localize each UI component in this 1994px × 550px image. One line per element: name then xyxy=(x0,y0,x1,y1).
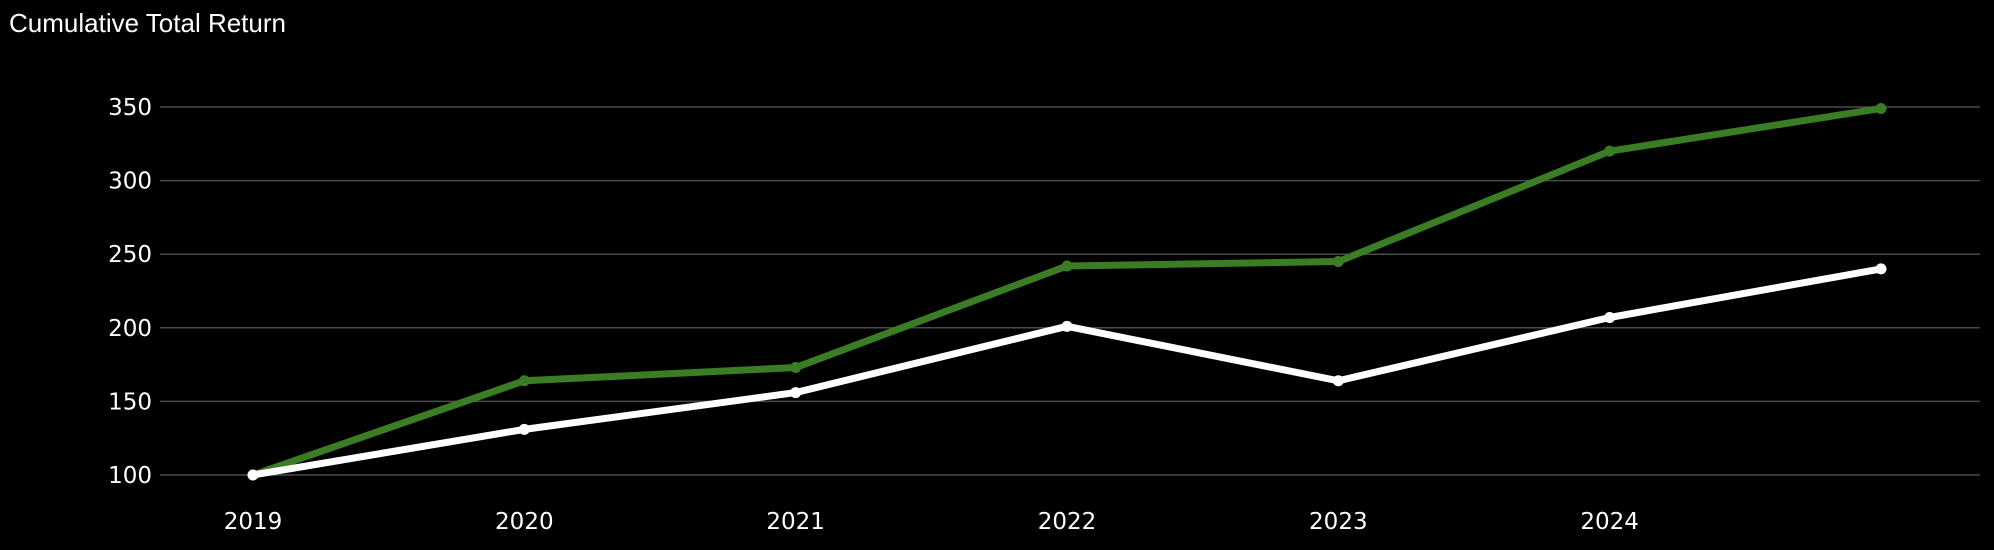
data-point xyxy=(1875,102,1887,114)
series-layer xyxy=(247,102,1887,481)
data-point xyxy=(1604,311,1616,323)
grid-layer xyxy=(160,106,1980,476)
data-point xyxy=(1332,375,1344,387)
data-point xyxy=(518,375,530,387)
y-tick-label: 350 xyxy=(108,95,152,121)
x-tick-label: 2024 xyxy=(1580,509,1639,535)
y-tick-label: 100 xyxy=(108,463,152,489)
data-point xyxy=(1332,256,1344,268)
data-point xyxy=(790,362,802,374)
x-axis-ticks: 2019 2020 2021 2022 2023 2024 xyxy=(224,509,1639,535)
y-tick-label: 200 xyxy=(108,316,152,342)
y-tick-label: 300 xyxy=(108,169,152,195)
data-point xyxy=(790,387,802,399)
series-line-0 xyxy=(249,104,1885,479)
x-tick-label: 2020 xyxy=(495,509,554,535)
y-tick-label: 150 xyxy=(108,389,152,415)
data-point xyxy=(518,423,530,435)
data-point xyxy=(1875,263,1887,275)
x-tick-label: 2023 xyxy=(1309,509,1368,535)
data-point xyxy=(1061,260,1073,272)
y-axis-ticks: 100 150 200 250 300 350 xyxy=(108,95,152,489)
data-point xyxy=(247,469,259,481)
x-tick-label: 2021 xyxy=(766,509,825,535)
chart-title: Cumulative Total Return xyxy=(9,8,286,38)
series-line-1 xyxy=(249,265,1885,479)
x-tick-label: 2019 xyxy=(224,509,283,535)
x-tick-label: 2022 xyxy=(1038,509,1097,535)
data-point xyxy=(1061,320,1073,332)
data-point xyxy=(1604,145,1616,157)
y-tick-label: 250 xyxy=(108,242,152,268)
